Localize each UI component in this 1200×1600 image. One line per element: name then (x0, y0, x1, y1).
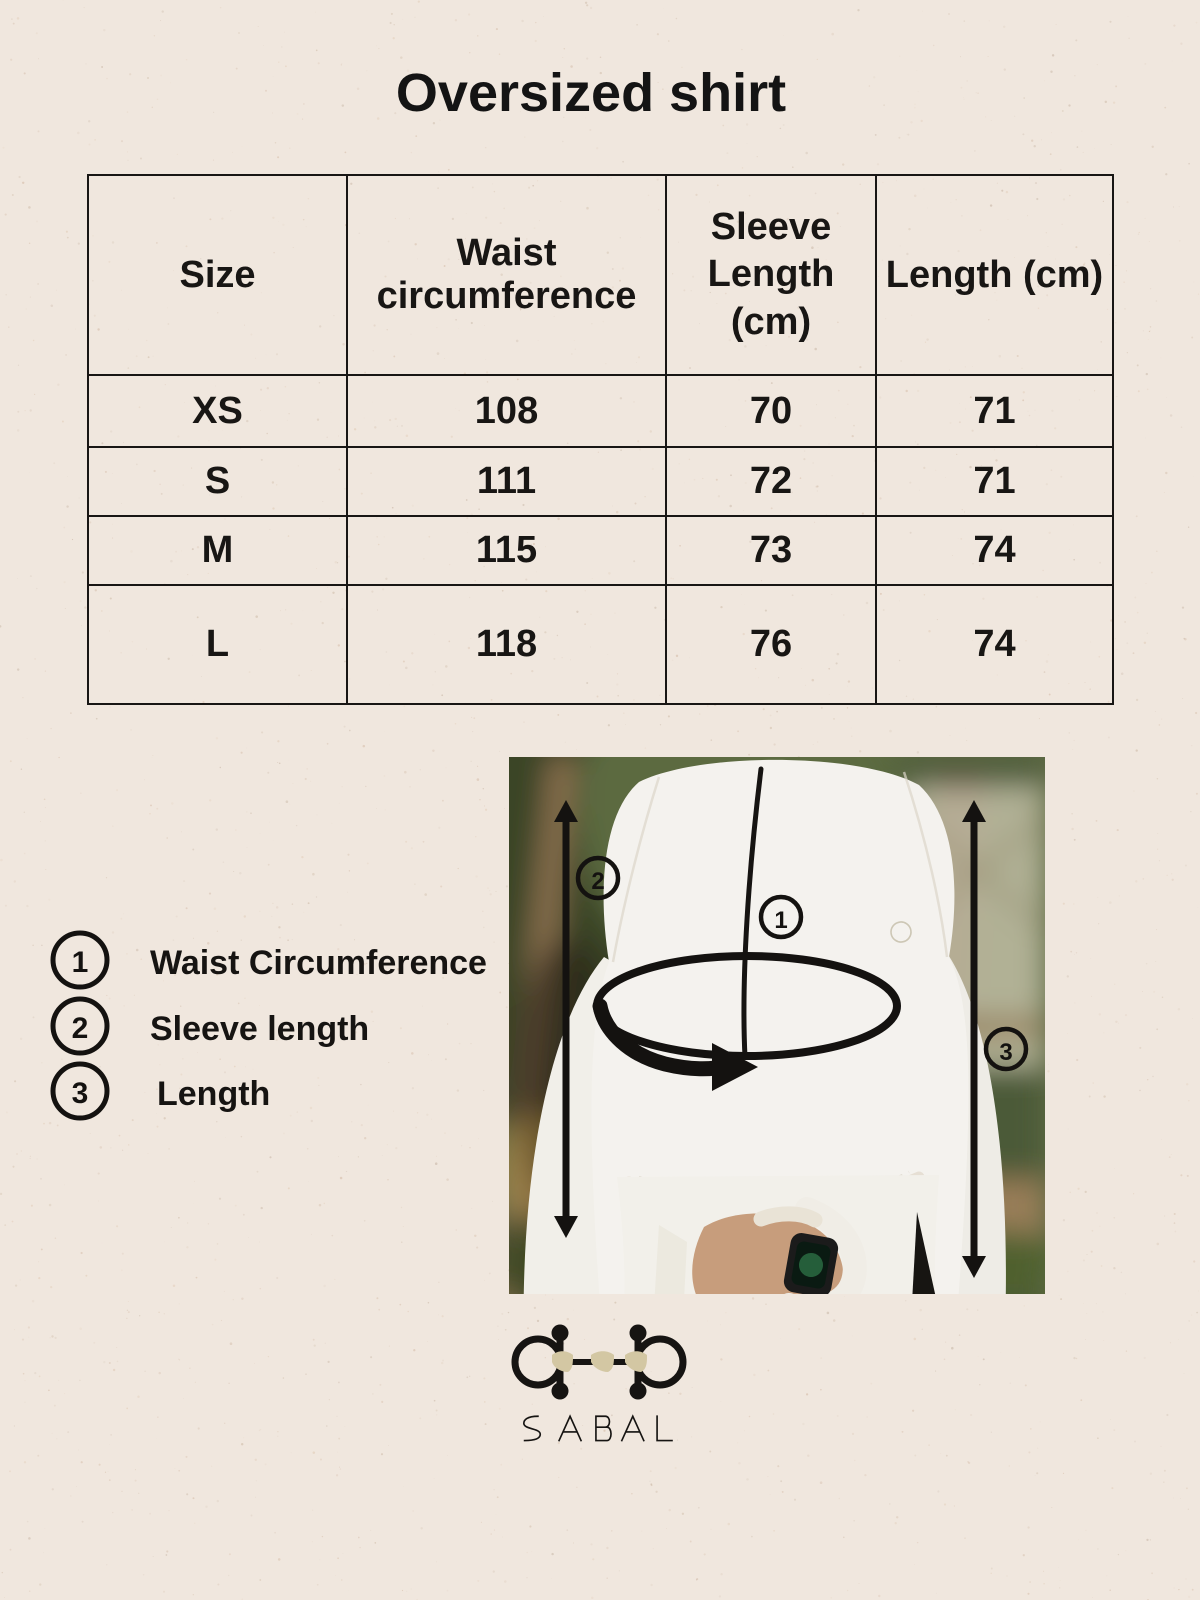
svg-text:1: 1 (72, 946, 89, 979)
svg-text:3: 3 (72, 1077, 89, 1110)
svg-text:2: 2 (72, 1012, 89, 1045)
